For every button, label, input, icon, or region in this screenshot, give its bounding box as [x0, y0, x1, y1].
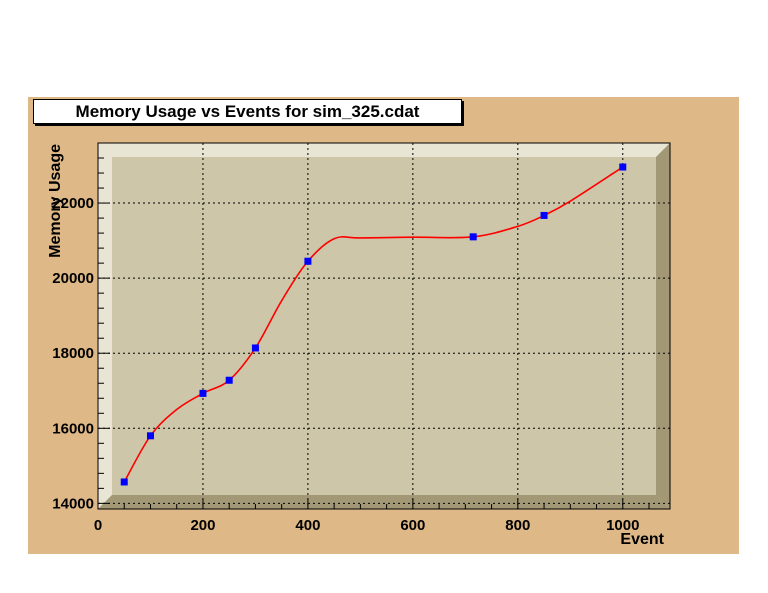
- axes: 0 200 400 600 800 1000 14000 16000 18000 20000 220…: [52, 143, 670, 534]
- data-point: [619, 163, 627, 171]
- data-point: [120, 478, 128, 486]
- plot-frame: [97, 142, 671, 510]
- data-point: [199, 389, 207, 397]
- x-tick-label: 600: [400, 517, 425, 534]
- x-axis-label: Event: [620, 531, 664, 548]
- y-tick-label: 22000: [52, 195, 94, 212]
- data-point: [225, 376, 233, 384]
- x-tick-label: 800: [505, 517, 530, 534]
- series-marker-layer: [120, 163, 627, 486]
- data-point: [146, 432, 154, 440]
- x-tick-label: 1000: [606, 517, 639, 534]
- data-point: [251, 344, 259, 352]
- series-line: [123, 166, 624, 483]
- frame-bottom-bevel: [98, 495, 670, 509]
- data-point: [469, 233, 477, 241]
- y-tick-label: 18000: [52, 345, 94, 362]
- frame-left-bevel: [98, 143, 112, 509]
- y-tick-label: 16000: [52, 420, 94, 437]
- y-tick-label: 20000: [52, 270, 94, 287]
- frame-fill: [98, 143, 670, 509]
- grid-lines: [98, 143, 670, 509]
- frame-right-bevel: [656, 143, 670, 509]
- y-tick-label: 14000: [52, 495, 94, 512]
- y-axis-label: Memory Usage: [47, 144, 64, 258]
- x-tick-label: 0: [94, 517, 102, 534]
- data-point: [540, 211, 548, 219]
- frame-top-bevel: [98, 143, 670, 157]
- chart-title: Memory Usage vs Events for sim_325.cdat: [33, 99, 462, 124]
- x-tick-label: 200: [190, 517, 215, 534]
- series-curve-layer: [123, 166, 624, 483]
- data-point: [304, 257, 312, 265]
- x-tick-label: 400: [295, 517, 320, 534]
